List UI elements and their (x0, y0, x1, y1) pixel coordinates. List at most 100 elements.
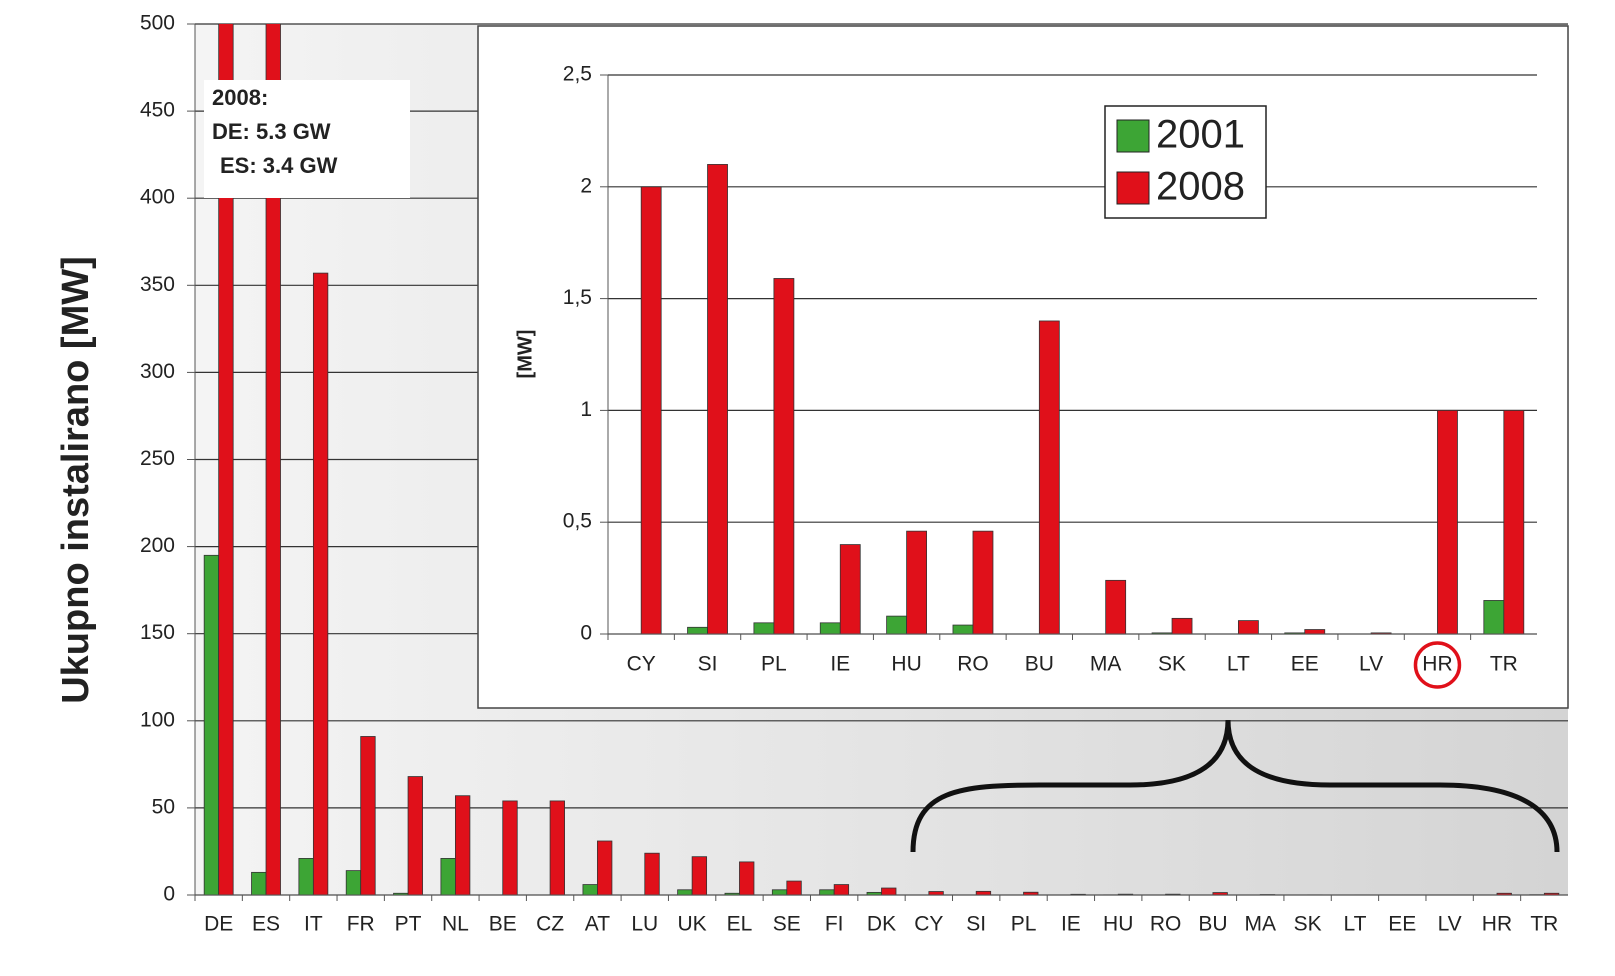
x-tick-label: CY (627, 653, 656, 676)
x-tick-label: DE (204, 913, 233, 936)
x-tick-label: SE (773, 913, 801, 936)
bar (298, 858, 314, 896)
highlight-circle (1413, 641, 1462, 689)
x-tick-label: EE (1388, 913, 1416, 936)
y-tick-label: 500 (140, 12, 175, 35)
x-tick-label: EE (1291, 653, 1319, 676)
x-tick-label: DK (867, 913, 896, 936)
bar (972, 530, 994, 635)
legend-label: 2001 (1156, 113, 1245, 157)
bar (753, 622, 775, 635)
bar (549, 800, 565, 896)
legend-swatch (1116, 171, 1150, 205)
bars (640, 164, 1525, 635)
bar (786, 880, 802, 896)
y-tick-label: 1,5 (563, 286, 592, 309)
x-tick-label: TR (1490, 653, 1518, 676)
x-tick-label: UK (678, 913, 707, 936)
bar (952, 624, 974, 635)
y-tick-label: 0 (580, 622, 592, 645)
x-tick-label: MA (1090, 653, 1122, 676)
bar (771, 889, 788, 896)
bar (644, 852, 660, 896)
y-tick-label: 300 (140, 360, 175, 383)
y-tick-label: 400 (140, 186, 175, 209)
bar (582, 884, 598, 896)
bar (640, 186, 662, 635)
bar (839, 544, 861, 635)
annotation: DE: 5.3 GW (212, 119, 331, 144)
bar (440, 858, 456, 896)
y-tick-label: 100 (140, 708, 175, 731)
x-tick-label: TR (1530, 913, 1558, 936)
y-tick-label: 350 (140, 273, 175, 296)
y-axis-label: [MW] (514, 330, 536, 379)
bar (819, 622, 841, 635)
bar (407, 776, 423, 896)
bar (906, 530, 928, 635)
x-tick-label: SK (1158, 653, 1186, 676)
x-tick-label: LV (1359, 653, 1383, 676)
x-tick-label: HR (1482, 913, 1512, 936)
x-tick-label: HR (1422, 653, 1452, 676)
x-tick-label: FR (347, 913, 375, 936)
bar (975, 890, 992, 896)
bar (687, 626, 708, 635)
bar (881, 887, 897, 896)
bar (312, 272, 329, 896)
bar (1171, 617, 1193, 635)
x-tick-label: LT (1343, 913, 1366, 936)
x-tick-label: SI (966, 913, 986, 936)
bar (773, 278, 795, 635)
bar (345, 870, 362, 896)
bar (739, 861, 755, 896)
brace (910, 719, 1560, 853)
x-tick-label: MA (1245, 913, 1277, 936)
y-tick-label: 0 (163, 883, 175, 906)
x-tick-label: PT (395, 913, 422, 936)
bar (677, 889, 693, 896)
bar (1437, 409, 1458, 635)
x-tick-label: IE (1061, 913, 1081, 936)
x-tick-label: IT (304, 913, 323, 936)
bar (360, 736, 376, 896)
x-tick-label: LU (631, 913, 658, 936)
x-tick-label: ES (252, 913, 280, 936)
legend-label: 2008 (1156, 165, 1245, 209)
bar (1304, 629, 1326, 635)
x-tick-label: CZ (536, 913, 564, 936)
x-tick-label: BU (1025, 653, 1054, 676)
x-tick-label: SI (698, 653, 718, 676)
bar (597, 840, 613, 896)
bar (1237, 620, 1259, 635)
bar (833, 884, 850, 896)
bar (819, 889, 835, 896)
y-tick-label: 50 (152, 795, 175, 818)
y-axis-label: Ukupno instalirano [MW] (55, 256, 97, 704)
x-tick-label: HU (891, 653, 921, 676)
y-tick-label: 2,5 (563, 63, 592, 86)
bar (691, 856, 708, 896)
bar (502, 800, 518, 896)
x-tick-label: LV (1438, 913, 1462, 936)
bar (1038, 320, 1060, 635)
annotation: 2008: (212, 85, 268, 110)
y-tick-label: 2 (580, 174, 592, 197)
bar (454, 795, 471, 896)
inset-chart: 0 0,5 1 1,5 2 2,5 CY SI PL IE HU RO BU MA SK LT EE LV HR TR… (477, 25, 1569, 709)
bar (203, 554, 220, 896)
x-tick-label: NL (442, 913, 469, 936)
x-tick-label: CY (914, 913, 943, 936)
y-tick-label: 150 (140, 621, 175, 644)
annotation-box (204, 80, 410, 198)
x-tick-label: HU (1103, 913, 1133, 936)
y-tick-label: 250 (140, 447, 175, 470)
x-tick-label: PL (761, 653, 787, 676)
x-tick-label: LT (1227, 653, 1250, 676)
bar (1503, 409, 1525, 635)
y-tick-label: 1 (580, 398, 592, 421)
x-tick-label: PL (1011, 913, 1037, 936)
bar (1105, 579, 1127, 635)
